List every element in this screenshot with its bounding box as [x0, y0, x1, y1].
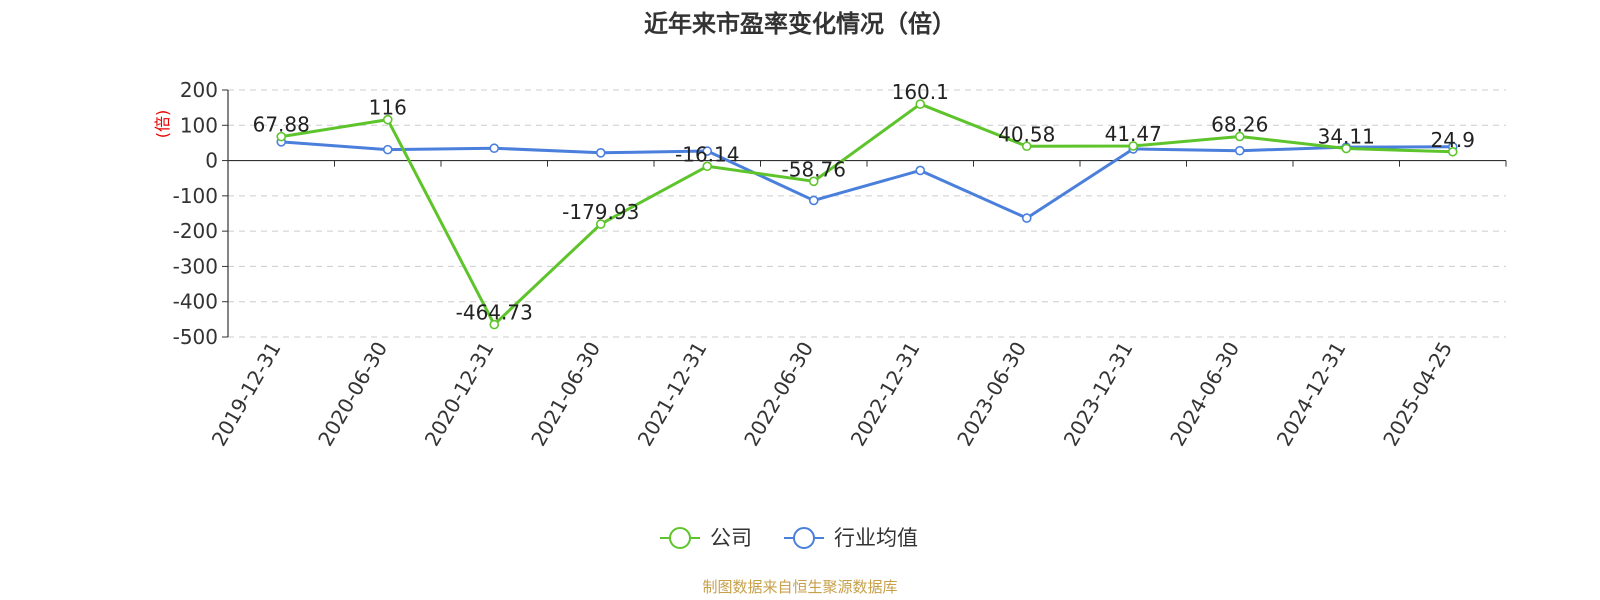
data-label: 24.9 — [1430, 128, 1475, 152]
company-point — [1234, 131, 1245, 142]
legend-item-company[interactable]: 公司 — [660, 526, 752, 550]
source-note: 制图数据来自恒生聚源数据库 — [702, 578, 897, 596]
x-tick-label: 2023-12-31 — [1059, 338, 1138, 451]
legend-marker-industry — [793, 527, 815, 549]
company-point — [276, 131, 287, 142]
company-point — [595, 219, 606, 229]
company-point — [382, 114, 393, 125]
y-tick-label: 0 — [205, 149, 218, 173]
y-tick-label: 100 — [180, 113, 218, 137]
data-label: -179.93 — [562, 200, 639, 224]
legend-item-industry[interactable]: 行业均值 — [784, 526, 918, 550]
company-point — [702, 161, 713, 172]
data-label: -464.73 — [456, 301, 533, 325]
industry-point — [808, 195, 819, 206]
company-line — [281, 102, 1453, 327]
series-lines — [276, 99, 1458, 330]
y-tick-label: -300 — [173, 254, 218, 278]
data-label: 68.26 — [1211, 112, 1268, 136]
x-tick-label: 2024-06-30 — [1165, 338, 1244, 451]
x-tick-labels: 2019-12-31 2020-06-30 2020-12-31 2021-06-30… — [207, 338, 1457, 451]
industry-point — [489, 143, 500, 154]
legend-marker-company — [669, 527, 691, 549]
company-point — [489, 319, 500, 330]
data-label: 40.58 — [998, 122, 1055, 146]
x-tick-label: 2020-06-30 — [313, 338, 392, 451]
y-tick-labels: 200 100 0 -100 -200 -300 -400 -500 — [173, 78, 218, 349]
x-tick-label: 2020-12-31 — [420, 338, 499, 451]
company-point — [1447, 146, 1458, 157]
x-tick-label: 2021-06-30 — [526, 338, 605, 451]
data-label: 67.88 — [253, 113, 310, 137]
industry-point — [702, 146, 713, 156]
industry-point — [1021, 213, 1032, 223]
company-point — [808, 176, 819, 187]
x-tick-label: 2025-04-25 — [1378, 338, 1457, 451]
company-point — [1021, 141, 1032, 152]
x-tick-label: 2022-12-31 — [846, 338, 925, 451]
y-tick-label: -200 — [173, 219, 218, 243]
x-tick-label: 2021-12-31 — [633, 338, 712, 451]
legend-label-industry: 行业均值 — [834, 526, 918, 550]
industry-point — [595, 148, 606, 158]
y-tick-label: -100 — [173, 184, 218, 208]
data-label: 160.1 — [892, 80, 949, 104]
data-label: -16.14 — [675, 142, 739, 166]
data-label: 41.47 — [1105, 122, 1162, 146]
y-unit-label: (倍) — [153, 110, 172, 139]
data-label: -58.76 — [782, 157, 846, 181]
axes — [222, 89, 1507, 338]
company-point — [1128, 141, 1139, 151]
industry-point — [915, 165, 926, 176]
industry-point — [1234, 145, 1245, 156]
data-label: 116 — [369, 96, 407, 120]
x-tick-label: 2023-06-30 — [952, 338, 1031, 451]
x-tick-label: 2019-12-31 — [207, 338, 286, 451]
chart-title: 近年来市盈率变化情况（倍） — [644, 10, 956, 38]
grid-lines — [228, 89, 1506, 338]
industry-point — [382, 144, 393, 155]
y-tick-label: 200 — [180, 78, 218, 102]
y-tick-label: -400 — [173, 290, 218, 314]
company-point — [1341, 143, 1352, 154]
company-point — [915, 99, 926, 109]
x-tick-label: 2022-06-30 — [739, 338, 818, 451]
data-label: 34.11 — [1318, 125, 1375, 149]
x-tick-label: 2024-12-31 — [1272, 338, 1351, 451]
industry-line — [281, 140, 1453, 220]
legend: 公司 行业均值 — [660, 526, 918, 550]
data-labels: 67.88 116 -464.73 -179.93 -16.14 -58.76 160.1 4… — [253, 80, 1475, 324]
legend-label-company: 公司 — [710, 526, 752, 550]
y-tick-label: -500 — [173, 325, 218, 349]
